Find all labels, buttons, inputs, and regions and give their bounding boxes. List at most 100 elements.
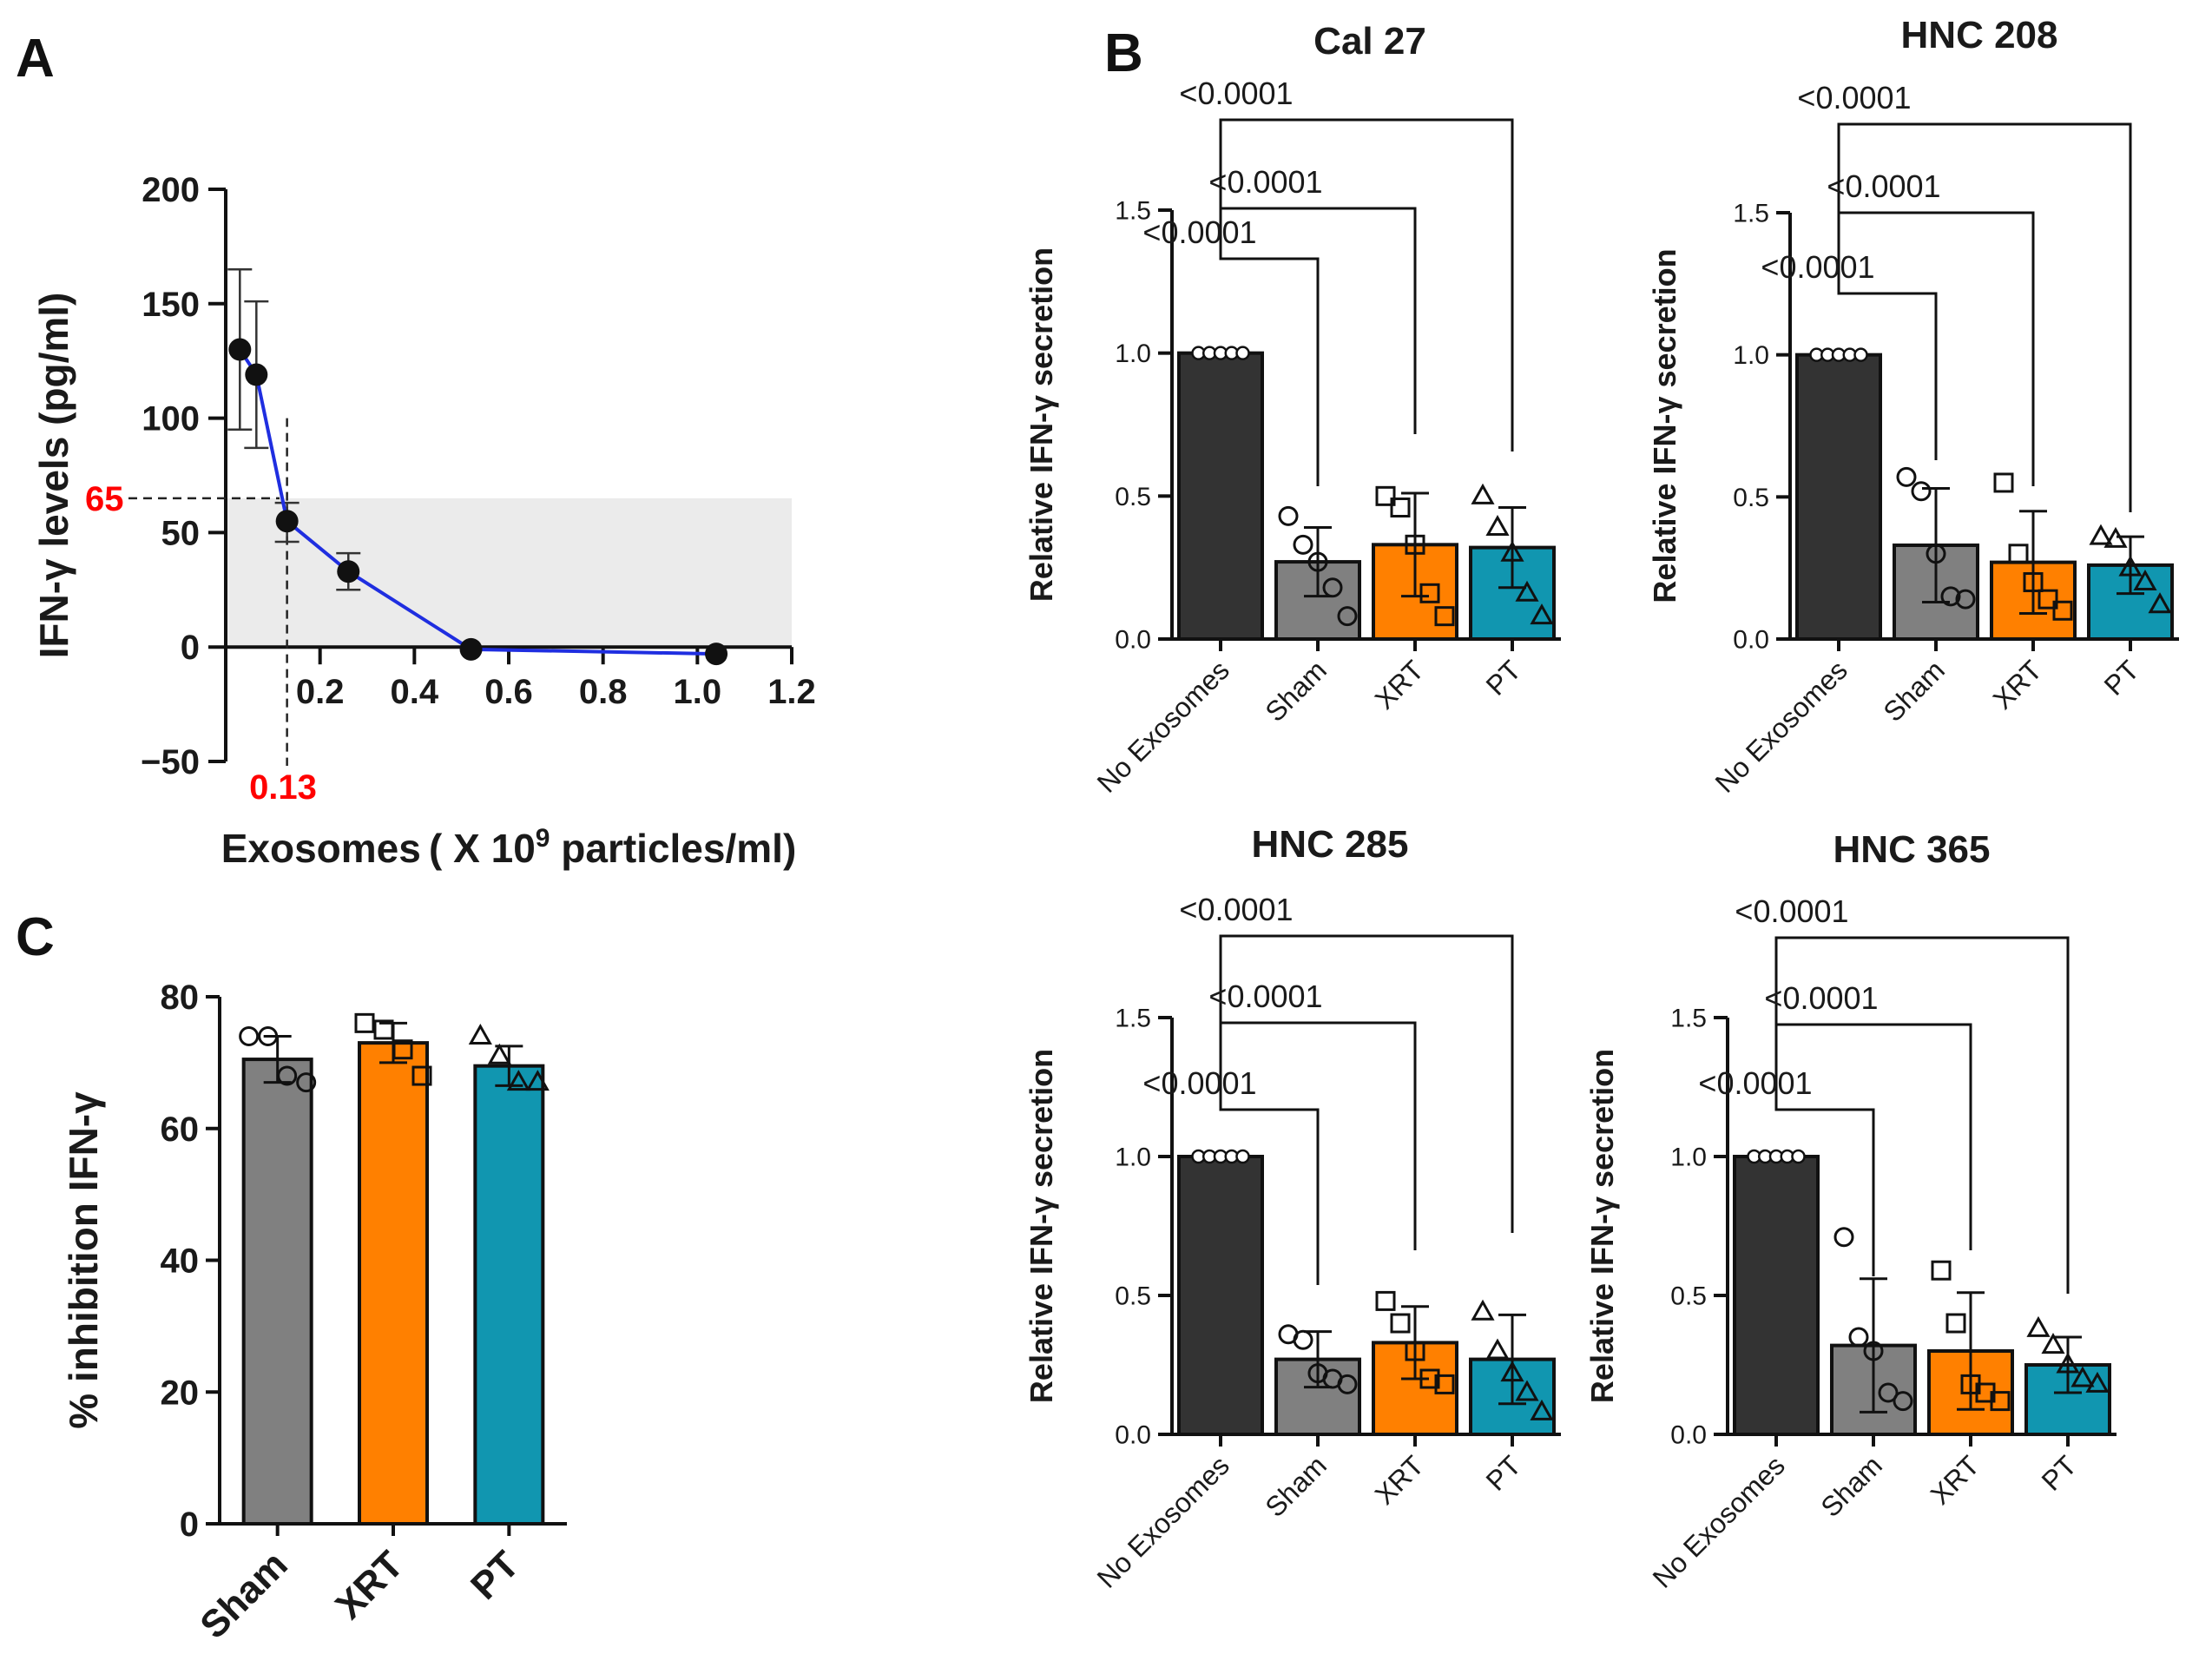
bar-sham [241, 1058, 313, 1526]
x-category-label: No Exosomes [1647, 1449, 1791, 1593]
data-point [2038, 589, 2058, 610]
data-point [1375, 1290, 1396, 1311]
x-axis-title: Exosomes ( X 109 particles/ml) [221, 824, 797, 871]
data-point [2008, 544, 2029, 564]
data-point [275, 510, 299, 533]
data-point [525, 1070, 550, 1091]
y-tick-label: 150 [142, 286, 200, 324]
bar-no-exosomes [1177, 351, 1264, 641]
x-axis-title-tail: particles/ml) [550, 826, 796, 871]
panel-b-cal27-chart: Cal 27 0.0 0.5 1.0 1.5 Relative IFN-γ secreti… [1024, 20, 1561, 799]
p-value-label: <0.0001 [1827, 168, 1940, 204]
y-axis-title: % inhibition IFN-γ [61, 1091, 106, 1429]
y-tick-label: 0 [180, 1506, 199, 1544]
data-point [1848, 1327, 1869, 1348]
y-axis-title: IFN-γ levels (pg/ml) [31, 293, 76, 659]
data-point [1322, 577, 1343, 598]
y-axis-title: Relative IFN-γ secretion [1024, 1049, 1059, 1403]
data-point [1896, 466, 1917, 487]
significance-bracket [1219, 178, 1320, 486]
data-point [1337, 1374, 1358, 1394]
data-point [468, 1023, 492, 1045]
y-tick-label: 0.0 [1115, 626, 1151, 655]
data-point [2133, 569, 2157, 591]
x-category-label: PT [1480, 654, 1527, 701]
significance-bracket [1219, 934, 1514, 1233]
panel-b-hnc365-chart: HNC 365 0.0 0.5 1.0 1.5 Relative IFN-γ secret… [1584, 828, 2117, 1594]
y-tick-label: 20 [161, 1374, 200, 1412]
data-point [1945, 1313, 1966, 1334]
y-tick-label: 0.5 [1670, 1282, 1707, 1311]
bar-xrt [358, 1041, 429, 1526]
significance-bracket [1219, 118, 1514, 451]
y-tick-label: 1.5 [1733, 200, 1769, 228]
significance-bracket [1219, 990, 1417, 1250]
data-point [1515, 580, 1539, 602]
p-value-label: <0.0001 [1179, 76, 1293, 111]
data-point [2070, 1366, 2095, 1387]
data-point [1434, 606, 1455, 627]
data-point [1853, 347, 1868, 362]
y-axis-title: Relative IFN-γ secretion [1584, 1049, 1620, 1403]
y-tick-label: 0.0 [1733, 626, 1769, 655]
y-tick-label: 40 [161, 1242, 200, 1281]
data-point [1307, 551, 1328, 572]
data-point [2085, 1371, 2110, 1393]
bar-no-exosomes [1177, 1155, 1264, 1436]
data-point [1337, 606, 1358, 627]
y-axis-title: Relative IFN-γ secretion [1647, 248, 1682, 603]
significance-bracket [1837, 122, 2132, 512]
data-point [392, 1039, 413, 1060]
bar-no-exosomes [1733, 1155, 1820, 1436]
data-point [1405, 1341, 1425, 1361]
data-point [487, 1043, 511, 1064]
data-point [1791, 1149, 1806, 1164]
data-point [1471, 483, 1495, 504]
y-tick-label: 1.0 [1115, 1143, 1151, 1172]
data-point [1911, 481, 1932, 502]
data-point [245, 363, 268, 386]
data-point [1530, 603, 1554, 625]
data-point [1235, 346, 1250, 360]
y-tick-label: 0.5 [1115, 483, 1151, 511]
data-point [1419, 1368, 1440, 1389]
y-tick-label: −50 [141, 743, 200, 781]
data-point [1390, 1313, 1411, 1334]
y-tick-label: 0.0 [1115, 1421, 1151, 1450]
y-tick-label: 80 [161, 979, 200, 1017]
x-tick-label: 1.0 [674, 673, 722, 711]
x-category-label: PT [2036, 1449, 2083, 1496]
significance-bracket [1774, 992, 1972, 1250]
data-point [1375, 485, 1396, 506]
panel-c-inhibition-chart: 0 20 40 60 80 % inhibition IFN-γ Sham XRT PT [61, 979, 567, 1647]
data-point [1485, 1338, 1510, 1360]
data-point [228, 338, 252, 361]
x-category-label: PT [1480, 1449, 1527, 1496]
x-category-label: XRT [1925, 1449, 1985, 1510]
p-value-label: <0.0001 [1764, 980, 1878, 1016]
chart-title: HNC 285 [1252, 823, 1409, 866]
x-category-label: PT [463, 1543, 527, 1607]
data-point [1390, 498, 1411, 518]
data-point [1515, 1380, 1539, 1401]
data-point [1278, 505, 1299, 526]
data-point [459, 637, 483, 661]
panel-b-hnc285-chart: HNC 285 0.0 0.5 1.0 1.5 Relative IFN-γ secret… [1024, 823, 1561, 1594]
chart-title: HNC 365 [1833, 828, 1991, 871]
x-tick-label: 0.6 [484, 673, 533, 711]
data-point [1955, 589, 1976, 610]
panel-label-b: B [1104, 23, 1143, 83]
data-point [239, 1026, 260, 1047]
data-point [1500, 540, 1524, 562]
data-point [1833, 1227, 1854, 1248]
y-tick-label: 100 [142, 400, 200, 438]
data-point [1293, 1329, 1313, 1350]
bar-pt [473, 1064, 545, 1526]
y-tick-label: 0.5 [1733, 484, 1769, 512]
panel-label-a: A [16, 29, 55, 89]
data-point [337, 560, 360, 583]
x-category-label: Sham [1814, 1449, 1888, 1523]
data-point [1485, 515, 1510, 537]
data-point [1993, 472, 2014, 493]
